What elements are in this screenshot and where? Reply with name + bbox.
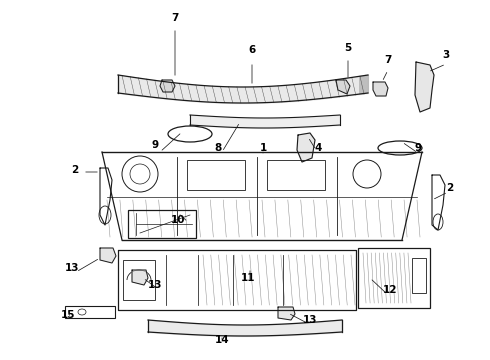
Polygon shape [415, 62, 434, 112]
Polygon shape [373, 82, 388, 96]
Text: 4: 4 [314, 143, 322, 153]
Text: 7: 7 [172, 13, 179, 23]
Text: 13: 13 [65, 263, 79, 273]
Text: 10: 10 [171, 215, 185, 225]
Text: 12: 12 [383, 285, 397, 295]
Polygon shape [297, 133, 315, 162]
Text: 1: 1 [259, 143, 267, 153]
Polygon shape [132, 270, 148, 285]
Text: 2: 2 [72, 165, 78, 175]
Text: 13: 13 [148, 280, 162, 290]
Polygon shape [278, 307, 295, 320]
Polygon shape [336, 80, 350, 94]
Text: 14: 14 [215, 335, 229, 345]
Text: 9: 9 [415, 143, 421, 153]
Text: 6: 6 [248, 45, 256, 55]
Text: 5: 5 [344, 43, 352, 53]
Text: 3: 3 [442, 50, 450, 60]
Text: 8: 8 [215, 143, 221, 153]
Polygon shape [160, 80, 175, 92]
Text: 7: 7 [384, 55, 392, 65]
Text: 2: 2 [446, 183, 454, 193]
Text: 9: 9 [151, 140, 159, 150]
Text: 15: 15 [61, 310, 75, 320]
Polygon shape [100, 248, 116, 263]
Text: 11: 11 [241, 273, 255, 283]
Text: 13: 13 [303, 315, 317, 325]
